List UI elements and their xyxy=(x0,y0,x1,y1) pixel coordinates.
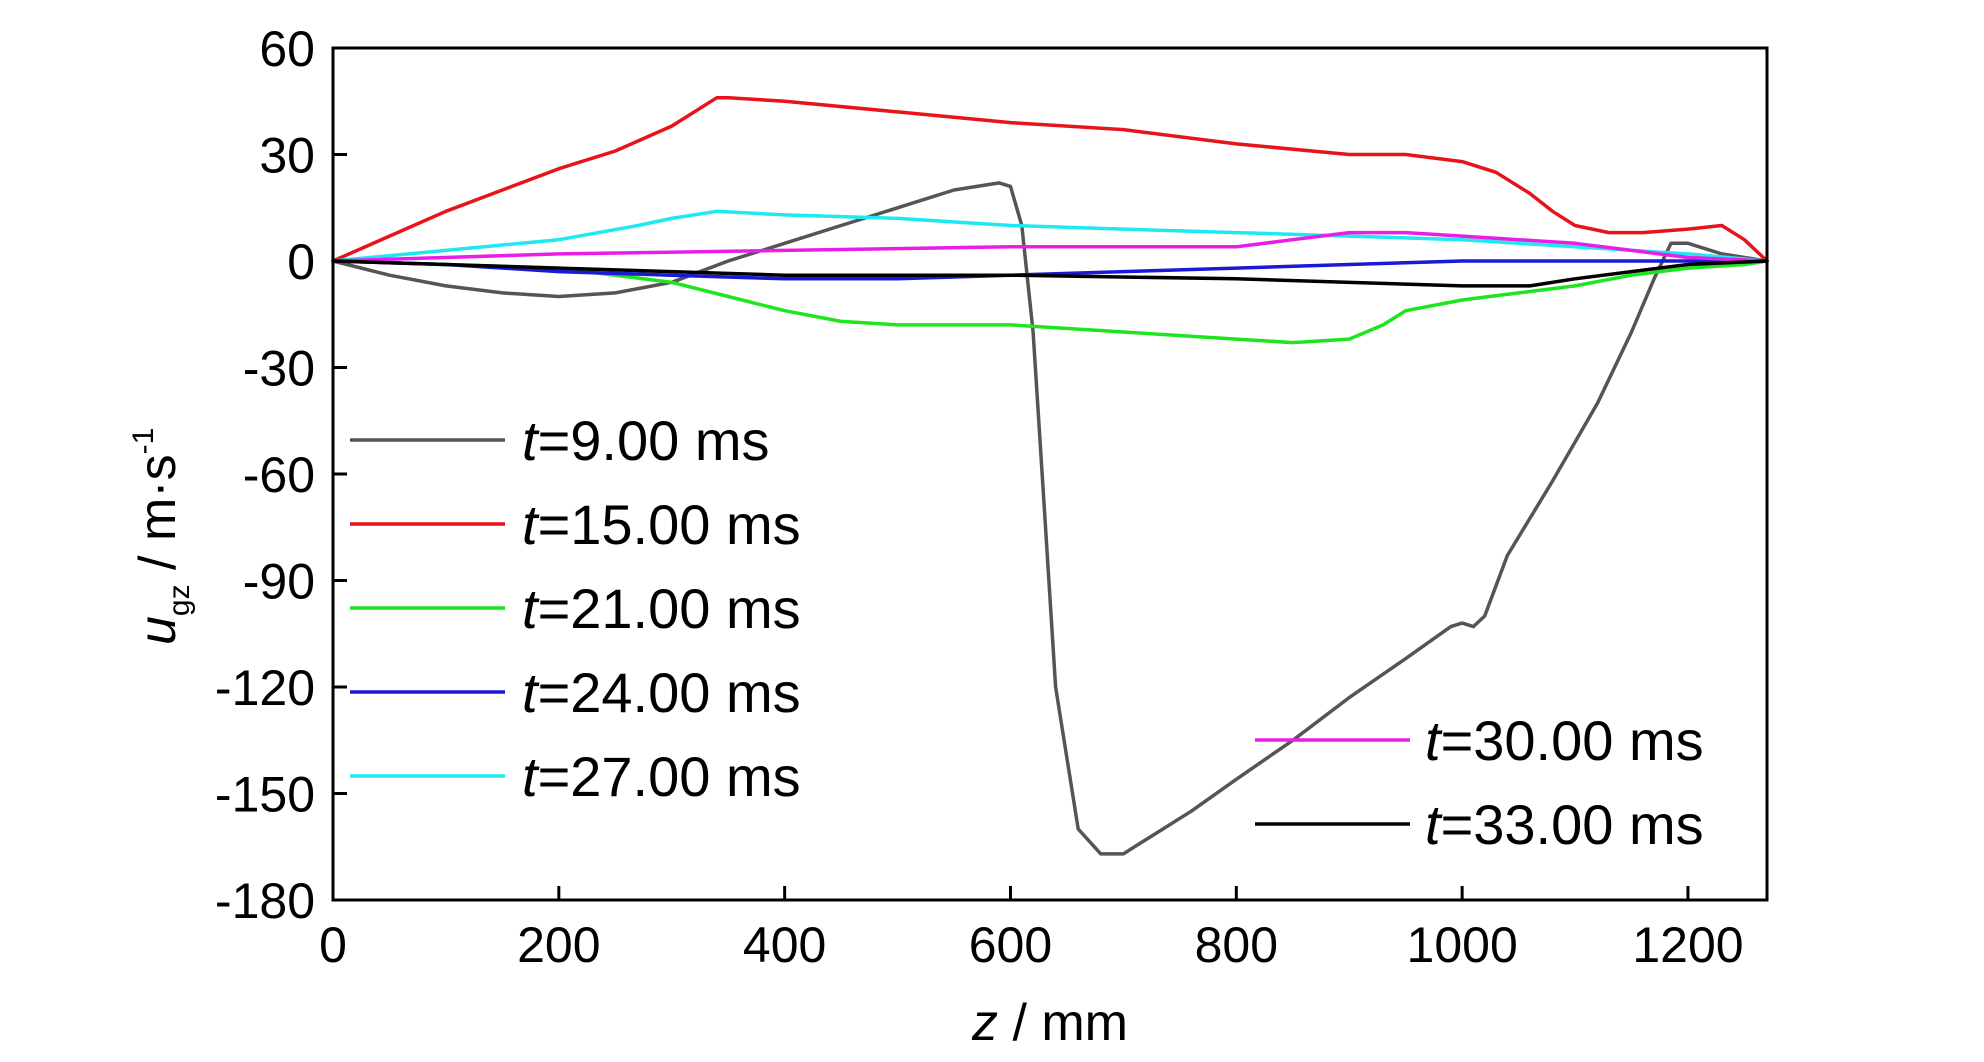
legend-label-3: t=24.00 ms xyxy=(522,661,801,724)
x-tick-label: 200 xyxy=(517,917,600,973)
y-axis-sub: gz xyxy=(163,584,196,616)
series-line-3 xyxy=(331,259,1769,281)
legend-label-4: t=27.00 ms xyxy=(522,745,801,808)
y-tick-label: 30 xyxy=(259,128,315,184)
x-tick-label: 600 xyxy=(969,917,1052,973)
y-tick-label: -90 xyxy=(243,554,315,610)
series-line-5 xyxy=(331,230,1769,263)
series-line-2 xyxy=(331,259,1769,345)
legend-label-var: t xyxy=(522,745,540,808)
x-tick-label: 0 xyxy=(319,917,347,973)
legend-label-value: =21.00 ms xyxy=(538,577,801,640)
x-axis-var: z xyxy=(971,994,998,1052)
y-axis: 60 30 0 -30 -60 -90 -120 -150 -180 xyxy=(215,21,347,929)
legend-label-var: t xyxy=(522,577,540,640)
x-tick-label: 1200 xyxy=(1632,917,1743,973)
series-line-4 xyxy=(331,209,1769,263)
x-axis: 0 200 400 600 800 1000 1200 xyxy=(319,886,1744,973)
series-line-6 xyxy=(331,259,1769,288)
legend-label-value: =27.00 ms xyxy=(538,745,801,808)
y-axis-title: ugz / m·s-1 xyxy=(127,428,196,645)
x-axis-title: z / mm xyxy=(971,994,1128,1052)
legend-label-var: t xyxy=(1425,709,1443,772)
y-axis-var: u xyxy=(129,616,187,645)
y-tick-label: -120 xyxy=(215,660,315,716)
y-tick-label: -30 xyxy=(243,341,315,397)
x-tick-label: 800 xyxy=(1195,917,1278,973)
y-tick-label: -60 xyxy=(243,447,315,503)
y-tick-label: 60 xyxy=(259,21,315,77)
legend-label-value: =15.00 ms xyxy=(538,493,801,556)
legend-label-value: =30.00 ms xyxy=(1441,709,1704,772)
y-tick-label: 0 xyxy=(287,234,315,290)
series-lines xyxy=(331,95,1769,856)
legend: t=9.00 mst=15.00 mst=21.00 mst=24.00 mst… xyxy=(350,409,1704,856)
legend-label-value: =9.00 ms xyxy=(538,409,770,472)
y-axis-unit: / m·s xyxy=(129,454,187,584)
legend-label-value: =24.00 ms xyxy=(538,661,801,724)
legend-label-var: t xyxy=(522,409,540,472)
x-tick-label: 400 xyxy=(743,917,826,973)
legend-label-5: t=30.00 ms xyxy=(1425,709,1704,772)
legend-label-var: t xyxy=(522,661,540,724)
y-axis-sup: -1 xyxy=(127,428,160,455)
x-axis-unit: / mm xyxy=(998,994,1128,1052)
legend-label-2: t=21.00 ms xyxy=(522,577,801,640)
y-tick-label: -150 xyxy=(215,767,315,823)
legend-label-var: t xyxy=(522,493,540,556)
legend-label-value: =33.00 ms xyxy=(1441,793,1704,856)
x-tick-label: 1000 xyxy=(1407,917,1518,973)
legend-label-6: t=33.00 ms xyxy=(1425,793,1704,856)
legend-label-0: t=9.00 ms xyxy=(522,409,769,472)
legend-label-var: t xyxy=(1425,793,1443,856)
series-line-1 xyxy=(331,95,1769,263)
legend-label-1: t=15.00 ms xyxy=(522,493,801,556)
y-tick-label: -180 xyxy=(215,873,315,929)
